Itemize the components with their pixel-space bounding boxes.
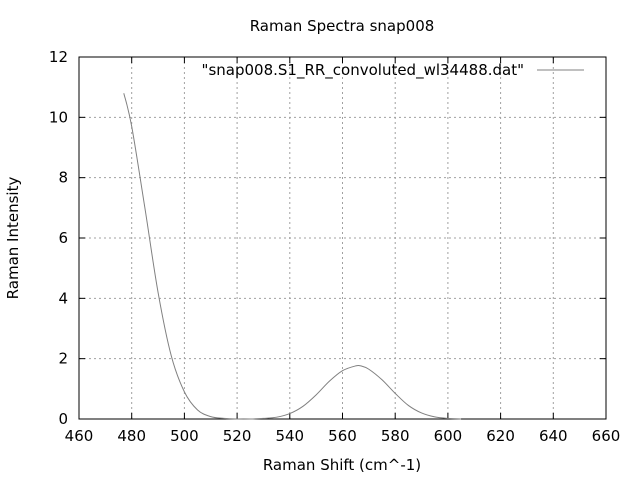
x-tick-label: 500 — [170, 427, 199, 445]
y-tick-label: 2 — [58, 350, 68, 368]
y-tick-label: 12 — [49, 48, 68, 66]
x-tick-label: 480 — [117, 427, 146, 445]
x-tick-label: 540 — [275, 427, 304, 445]
x-tick-label: 620 — [486, 427, 515, 445]
y-tick-label: 4 — [58, 289, 68, 307]
x-tick-label: 520 — [223, 427, 252, 445]
series-group — [123, 93, 462, 420]
series-line — [123, 93, 462, 420]
grid-lines — [79, 57, 606, 419]
y-tick-label: 0 — [58, 410, 68, 428]
x-tick-label: 600 — [434, 427, 463, 445]
x-tick-label: 560 — [328, 427, 357, 445]
x-tick-label: 640 — [539, 427, 568, 445]
x-tick-label: 660 — [592, 427, 621, 445]
axis-ticks: 460 480 500 520 540 560 580 600 620 640 660 0 2 4 6 8 10… — [49, 48, 620, 445]
x-tick-label: 580 — [381, 427, 410, 445]
y-tick-label: 8 — [58, 169, 68, 187]
legend: "snap008.S1_RR_convoluted_wl34488.dat" — [202, 61, 584, 80]
y-tick-label: 6 — [58, 229, 68, 247]
chart-title: Raman Spectra snap008 — [250, 17, 435, 35]
y-axis-label: Raman Intensity — [4, 177, 22, 300]
legend-label: "snap008.S1_RR_convoluted_wl34488.dat" — [202, 61, 524, 80]
x-tick-label: 460 — [65, 427, 94, 445]
x-axis-label: Raman Shift (cm^-1) — [263, 456, 421, 474]
y-tick-label: 10 — [49, 108, 68, 126]
